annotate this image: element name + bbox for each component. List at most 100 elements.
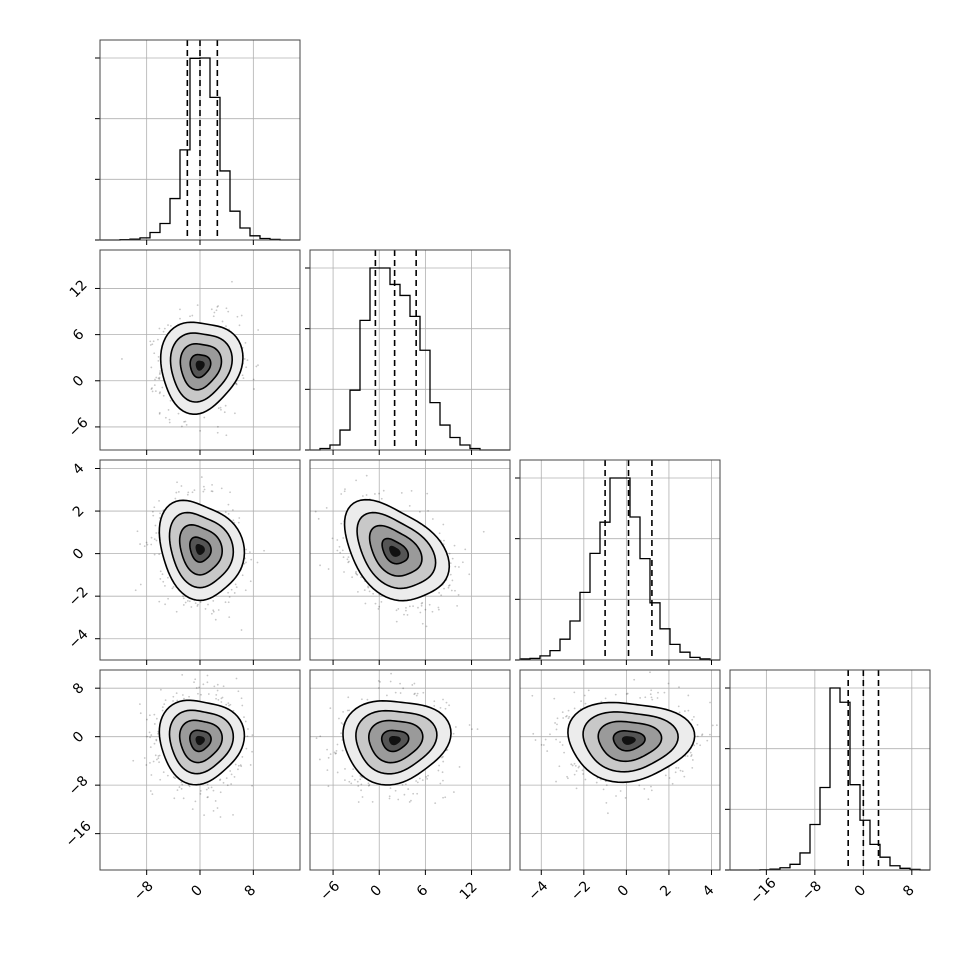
sample-point (340, 493, 343, 495)
sample-point (194, 800, 197, 803)
sample-point (416, 792, 419, 795)
sample-point (625, 693, 628, 695)
sample-point (150, 774, 153, 776)
sample-point (318, 758, 321, 761)
sample-point (224, 511, 227, 514)
sample-point (161, 709, 164, 712)
sample-point (154, 754, 157, 757)
sample-point (359, 775, 362, 777)
sample-point (633, 678, 636, 681)
sample-point (151, 390, 154, 393)
sample-point (354, 778, 356, 781)
sample-point (159, 512, 161, 515)
panel-content (531, 671, 718, 815)
y-tick-label: 0 (70, 546, 88, 564)
sample-point (426, 777, 429, 780)
y-tick-label: 0 (70, 373, 88, 391)
panel-content (315, 672, 479, 805)
sample-point (675, 766, 678, 769)
sample-point (440, 594, 443, 597)
sample-point (175, 491, 178, 494)
sample-point (644, 696, 647, 699)
sample-point (222, 781, 225, 784)
sample-point (354, 572, 357, 575)
sample-point (442, 796, 444, 799)
sample-point (246, 359, 249, 362)
sample-point (216, 431, 219, 434)
sample-point (153, 742, 156, 745)
histogram-step (100, 57, 300, 241)
sample-point (180, 485, 183, 487)
sample-point (232, 709, 235, 712)
sample-point (442, 779, 444, 782)
sample-point (213, 311, 216, 314)
sample-point (200, 693, 202, 696)
sample-point (711, 724, 714, 727)
sample-point (679, 769, 682, 772)
sample-point (542, 744, 545, 746)
sample-point (158, 376, 161, 379)
sample-point (407, 788, 410, 790)
sample-point (580, 700, 582, 703)
sample-point (327, 568, 330, 570)
panel-content (121, 280, 260, 437)
panel-content (134, 476, 265, 631)
sample-point (198, 686, 201, 689)
sample-point (206, 674, 209, 677)
sample-point (650, 785, 652, 788)
sample-point (677, 766, 680, 769)
sample-point (427, 509, 429, 512)
sample-point (225, 325, 227, 328)
sample-point (643, 788, 646, 790)
sample-point (224, 601, 227, 604)
sample-point (649, 693, 652, 696)
sample-point (216, 689, 219, 692)
sample-point (158, 392, 161, 395)
sample-point (227, 512, 230, 515)
sample-point (456, 604, 459, 607)
sample-point (149, 746, 152, 748)
sample-point (243, 562, 246, 565)
sample-point (367, 784, 370, 787)
y-tick-label: 4 (70, 460, 88, 478)
sample-point (677, 705, 680, 708)
sample-point (157, 359, 160, 362)
sample-point (357, 801, 360, 803)
sample-point (153, 723, 156, 725)
sample-point (233, 412, 236, 415)
sample-point (709, 733, 711, 736)
sample-point (425, 625, 428, 628)
sample-point (213, 685, 216, 688)
panel-content (132, 673, 254, 818)
sample-point (567, 717, 570, 720)
density-fill (389, 545, 401, 557)
sample-point (413, 682, 416, 685)
contour-line (367, 719, 424, 764)
sample-point (188, 695, 190, 698)
sample-point (344, 488, 346, 491)
sample-point (225, 703, 228, 706)
sample-point (378, 492, 380, 495)
sample-point (151, 510, 154, 513)
sample-point (348, 709, 351, 712)
sample-point (360, 783, 363, 786)
sample-point (191, 808, 194, 810)
sample-point (678, 686, 680, 689)
sample-point (195, 687, 198, 689)
sample-point (174, 777, 176, 779)
sample-point (217, 305, 219, 307)
sample-point (243, 716, 245, 719)
sample-point (377, 608, 380, 610)
sample-point (257, 329, 260, 331)
sample-point (379, 680, 381, 683)
histogram-panel-3 (725, 669, 931, 871)
sample-point (182, 597, 185, 600)
sample-point (187, 491, 190, 494)
sample-point (157, 356, 160, 358)
panel-frame (309, 669, 511, 871)
sample-point (203, 814, 206, 817)
sample-point (249, 580, 252, 583)
sample-point (194, 678, 197, 681)
sample-point (444, 796, 447, 799)
sample-point (412, 792, 415, 795)
